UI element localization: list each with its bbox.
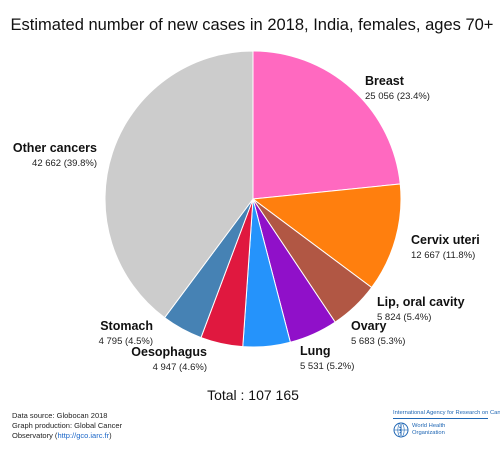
footer-line-1: Data source: Globocan 2018	[12, 411, 108, 420]
slice-label-other-cancers: Other cancers	[13, 141, 97, 155]
footer-line-3: Observatory (http://gco.iarc.fr)	[12, 431, 122, 441]
pie-slices	[104, 50, 402, 348]
iarc-who-logos: International Agency for Research on Can…	[393, 410, 500, 438]
footer-source: Data source: Globocan 2018 Graph product…	[12, 411, 122, 441]
slice-label-oesophagus: Oesophagus	[131, 345, 207, 359]
footer-line-3-suffix: )	[109, 431, 112, 440]
footer-line-3-prefix: Observatory (	[12, 431, 58, 440]
who-logo-text: World Health Organization	[412, 423, 445, 437]
slice-value-lip-oral-cavity: 5 824 (5.4%)	[377, 312, 431, 323]
slice-value-breast: 25 056 (23.4%)	[365, 91, 430, 102]
slice-labels: Breast 25 056 (23.4%) Cervix uteri 12 667 (…	[13, 74, 480, 373]
who-logo-line-2: Organization	[412, 430, 445, 436]
pie-slice-breast	[252, 50, 401, 200]
slice-value-oesophagus: 4 947 (4.6%)	[153, 362, 207, 373]
slice-label-lip-oral-cavity: Lip, oral cavity	[377, 295, 465, 309]
slice-label-ovary: Ovary	[351, 319, 386, 333]
slice-value-ovary: 5 683 (5.3%)	[351, 336, 405, 347]
footer-line-2: Graph production: Global Cancer	[12, 421, 123, 430]
slice-value-other-cancers: 42 662 (39.8%)	[32, 158, 97, 169]
iarc-logo-text: International Agency for Research on Can…	[393, 410, 500, 416]
pie-slice-other-cancers	[104, 50, 254, 319]
slice-value-lung: 5 531 (5.2%)	[300, 361, 354, 372]
total-label: Total : 107 165	[207, 387, 299, 403]
slice-label-stomach: Stomach	[100, 319, 153, 333]
chart-title: Estimated number of new cases in 2018, I…	[11, 16, 494, 34]
slice-label-cervix-uteri: Cervix uteri	[411, 233, 480, 247]
who-emblem-icon	[393, 422, 409, 438]
slice-label-lung: Lung	[300, 344, 331, 358]
slice-value-stomach: 4 795 (4.5%)	[99, 336, 153, 347]
gco-link[interactable]: http://gco.iarc.fr	[57, 431, 110, 440]
iarc-divider	[393, 418, 488, 419]
pie-slice-cervix-uteri	[251, 183, 402, 289]
slice-value-cervix-uteri: 12 667 (11.8%)	[411, 250, 475, 261]
who-logo: World Health Organization	[393, 422, 493, 438]
who-logo-line-1: World Health	[412, 423, 446, 429]
slice-label-breast: Breast	[365, 74, 405, 88]
